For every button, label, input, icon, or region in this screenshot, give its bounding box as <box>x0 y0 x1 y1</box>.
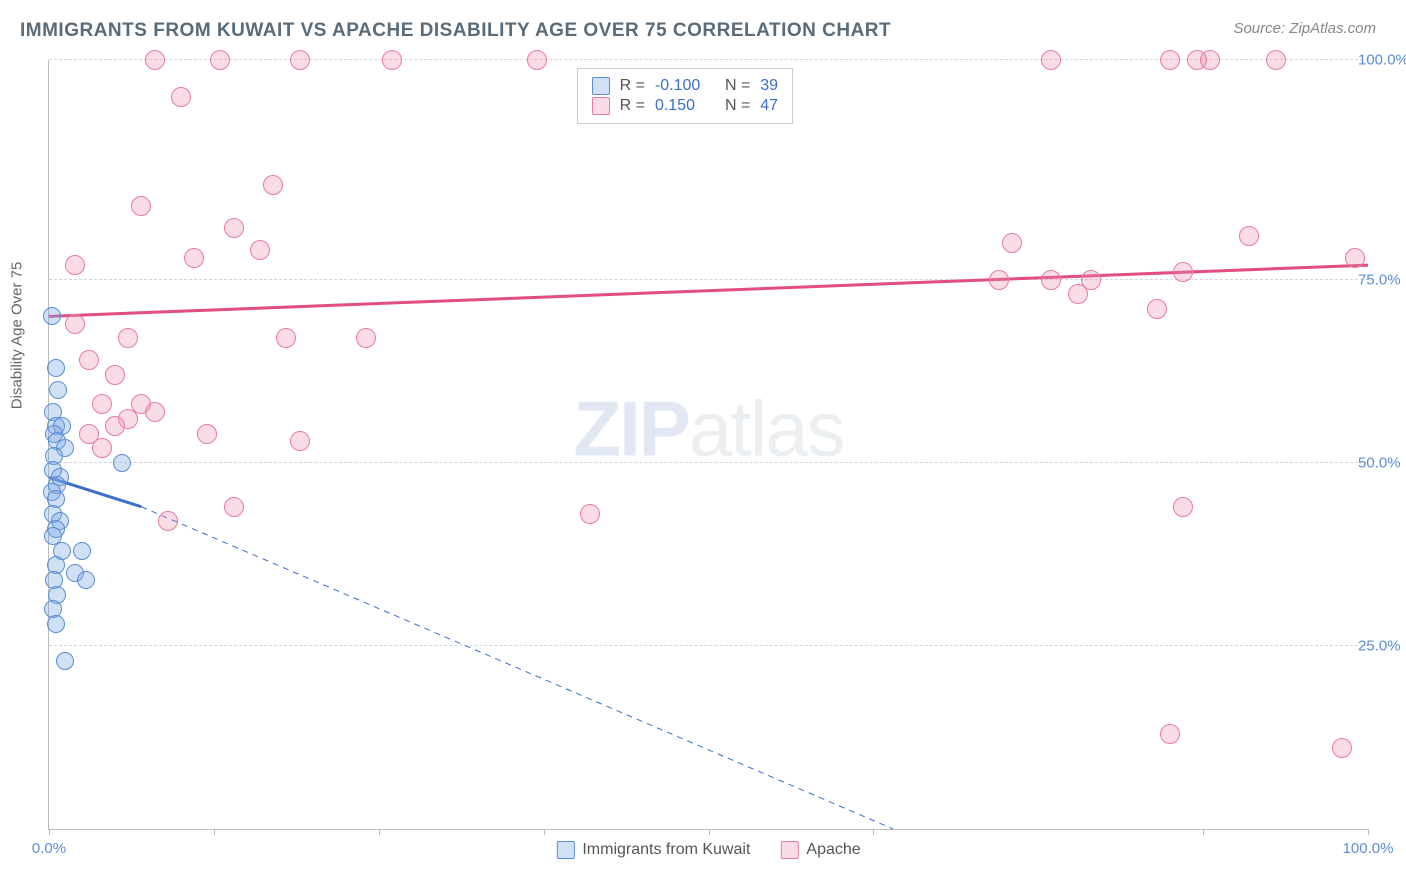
watermark-zip: ZIP <box>573 385 688 473</box>
data-point <box>276 328 296 348</box>
data-point <box>1041 270 1061 290</box>
data-point <box>210 50 230 70</box>
data-point <box>382 50 402 70</box>
data-point <box>263 175 283 195</box>
legend-label: Apache <box>806 841 860 859</box>
y-tick-label: 50.0% <box>1358 454 1406 471</box>
data-point <box>92 394 112 414</box>
data-point <box>47 615 65 633</box>
data-point <box>1173 262 1193 282</box>
legend-item: Apache <box>780 841 860 859</box>
data-point <box>580 504 600 524</box>
x-tick-label: 0.0% <box>32 840 66 857</box>
x-tick <box>709 829 710 835</box>
data-point <box>290 431 310 451</box>
y-axis-label: Disability Age Over 75 <box>9 261 26 409</box>
stat-r-label: R = <box>620 97 645 115</box>
trend-line <box>141 507 893 829</box>
legend-item: Immigrants from Kuwait <box>556 841 750 859</box>
data-point <box>49 381 67 399</box>
x-tick <box>1203 829 1204 835</box>
x-tick <box>544 829 545 835</box>
stat-n-label: N = <box>725 77 750 95</box>
grid-line: 50.0% <box>49 462 1368 463</box>
x-tick <box>49 829 50 835</box>
data-point <box>1266 50 1286 70</box>
data-point <box>43 307 61 325</box>
data-point <box>1002 233 1022 253</box>
stats-legend-row: R = -0.100 N = 39 <box>592 77 778 95</box>
stat-r-value: -0.100 <box>655 77 715 95</box>
data-point <box>527 50 547 70</box>
series-legend: Immigrants from Kuwait Apache <box>556 841 860 859</box>
legend-swatch <box>556 841 574 859</box>
grid-line: 25.0% <box>49 645 1368 646</box>
trend-line <box>49 265 1368 316</box>
data-point <box>171 87 191 107</box>
data-point <box>1200 50 1220 70</box>
data-point <box>1160 50 1180 70</box>
stats-legend-row: R = 0.150 N = 47 <box>592 97 778 115</box>
source-credit: Source: ZipAtlas.com <box>1233 20 1376 37</box>
data-point <box>184 248 204 268</box>
grid-line: 75.0% <box>49 279 1368 280</box>
correlation-chart: ZIPatlas Disability Age Over 75 25.0%50.… <box>48 60 1368 830</box>
data-point <box>65 314 85 334</box>
x-tick-label: 100.0% <box>1343 840 1394 857</box>
data-point <box>56 652 74 670</box>
data-point <box>1332 738 1352 758</box>
data-point <box>145 50 165 70</box>
data-point <box>118 328 138 348</box>
stat-r-label: R = <box>620 77 645 95</box>
data-point <box>989 270 1009 290</box>
legend-swatch <box>780 841 798 859</box>
data-point <box>79 350 99 370</box>
stat-n-value: 47 <box>760 97 778 115</box>
legend-label: Immigrants from Kuwait <box>582 841 750 859</box>
y-tick-label: 75.0% <box>1358 271 1406 288</box>
data-point <box>224 497 244 517</box>
legend-swatch <box>592 97 610 115</box>
legend-swatch <box>592 77 610 95</box>
data-point <box>1147 299 1167 319</box>
data-point <box>250 240 270 260</box>
data-point <box>1041 50 1061 70</box>
x-tick <box>873 829 874 835</box>
data-point <box>145 402 165 422</box>
data-point <box>105 416 125 436</box>
data-point <box>356 328 376 348</box>
stat-n-value: 39 <box>760 77 778 95</box>
stat-r-value: 0.150 <box>655 97 715 115</box>
data-point <box>224 218 244 238</box>
y-tick-label: 100.0% <box>1358 52 1406 69</box>
x-tick <box>379 829 380 835</box>
x-tick <box>214 829 215 835</box>
data-point <box>1068 284 1088 304</box>
data-point <box>92 438 112 458</box>
data-point <box>197 424 217 444</box>
data-point <box>290 50 310 70</box>
data-point <box>77 571 95 589</box>
data-point <box>105 365 125 385</box>
watermark-atlas: atlas <box>689 385 844 473</box>
stats-legend: R = -0.100 N = 39 R = 0.150 N = 47 <box>577 68 793 124</box>
data-point <box>47 359 65 377</box>
stat-n-label: N = <box>725 97 750 115</box>
x-tick <box>1368 829 1369 835</box>
data-point <box>158 511 178 531</box>
page-title: IMMIGRANTS FROM KUWAIT VS APACHE DISABIL… <box>20 20 891 42</box>
y-tick-label: 25.0% <box>1358 637 1406 654</box>
data-point <box>131 196 151 216</box>
data-point <box>73 542 91 560</box>
data-point <box>65 255 85 275</box>
data-point <box>113 454 131 472</box>
data-point <box>1173 497 1193 517</box>
data-point <box>1239 226 1259 246</box>
data-point <box>1345 248 1365 268</box>
data-point <box>1160 724 1180 744</box>
